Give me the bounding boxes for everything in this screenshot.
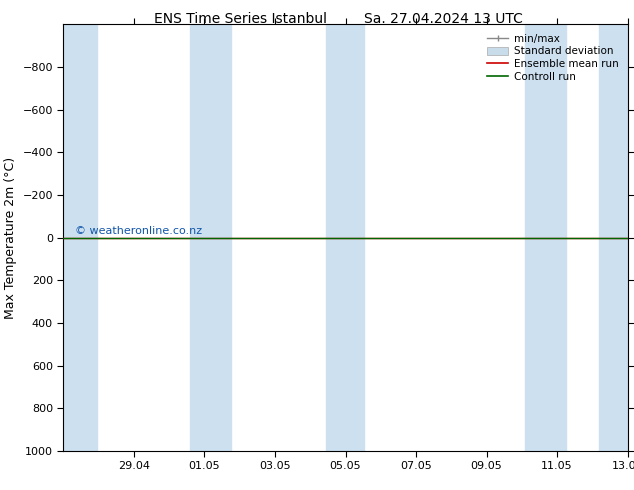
Bar — [326, 24, 364, 451]
Text: Sa. 27.04.2024 13 UTC: Sa. 27.04.2024 13 UTC — [365, 12, 523, 26]
Text: ENS Time Series Istanbul: ENS Time Series Istanbul — [155, 12, 327, 26]
Legend: min/max, Standard deviation, Ensemble mean run, Controll run: min/max, Standard deviation, Ensemble me… — [483, 30, 623, 86]
Bar — [599, 24, 628, 451]
Bar — [525, 24, 566, 451]
Bar — [63, 24, 96, 451]
Bar — [190, 24, 231, 451]
Y-axis label: Max Temperature 2m (°C): Max Temperature 2m (°C) — [4, 157, 17, 318]
Text: © weatheronline.co.nz: © weatheronline.co.nz — [75, 226, 202, 236]
